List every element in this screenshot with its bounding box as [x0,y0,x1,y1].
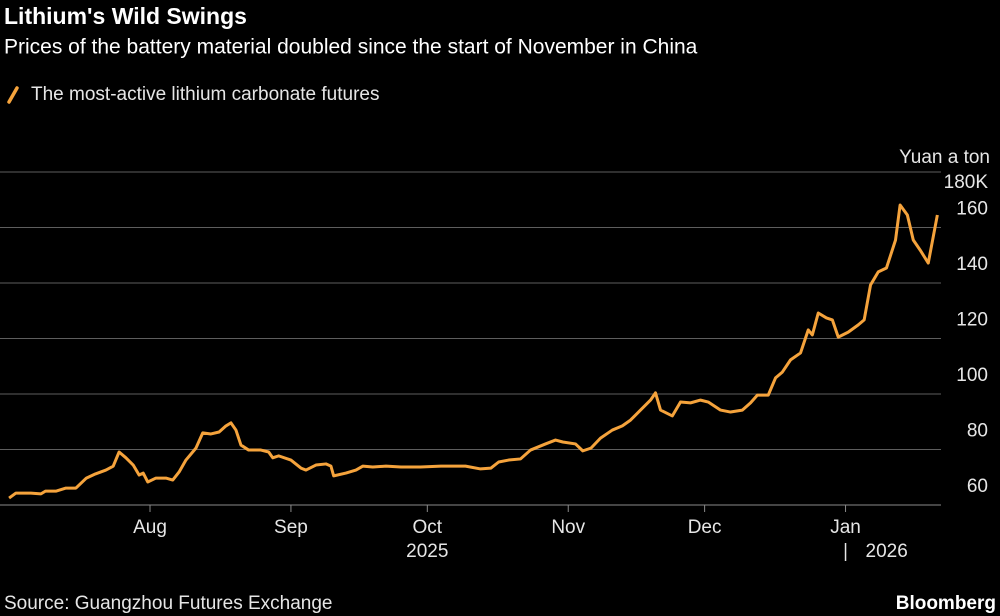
y-tick-label: 60 [967,476,988,497]
y-axis-label: Yuan a ton [899,147,990,168]
y-tick-label: 120 [956,310,988,331]
chart-subtitle: Prices of the battery material doubled s… [4,36,698,59]
y-tick-label: 100 [956,365,988,386]
y-tick-label: 80 [967,421,988,442]
source: Source: Guangzhou Futures Exchange [4,593,332,614]
x-tick-label: Oct [413,517,443,538]
y-tick-label: 180K [944,172,989,193]
x-tick-label: Nov [551,517,585,538]
legend-swatch [7,86,19,104]
legend-label: The most-active lithium carbonate future… [31,84,380,105]
y-tick-label: 160 [956,199,988,220]
x-tick-label: Jan [830,517,861,538]
y-tick-label: 140 [956,254,988,275]
x-tick-label: Dec [688,517,722,538]
year-label: 2026 [866,541,908,562]
year-label: 2025 [406,541,448,562]
chart-title: Lithium's Wild Swings [4,3,247,29]
x-tick-label: Aug [133,517,167,538]
line-series [8,203,939,500]
x-tick-label: Sep [274,517,308,538]
brand: Bloomberg [896,593,996,614]
